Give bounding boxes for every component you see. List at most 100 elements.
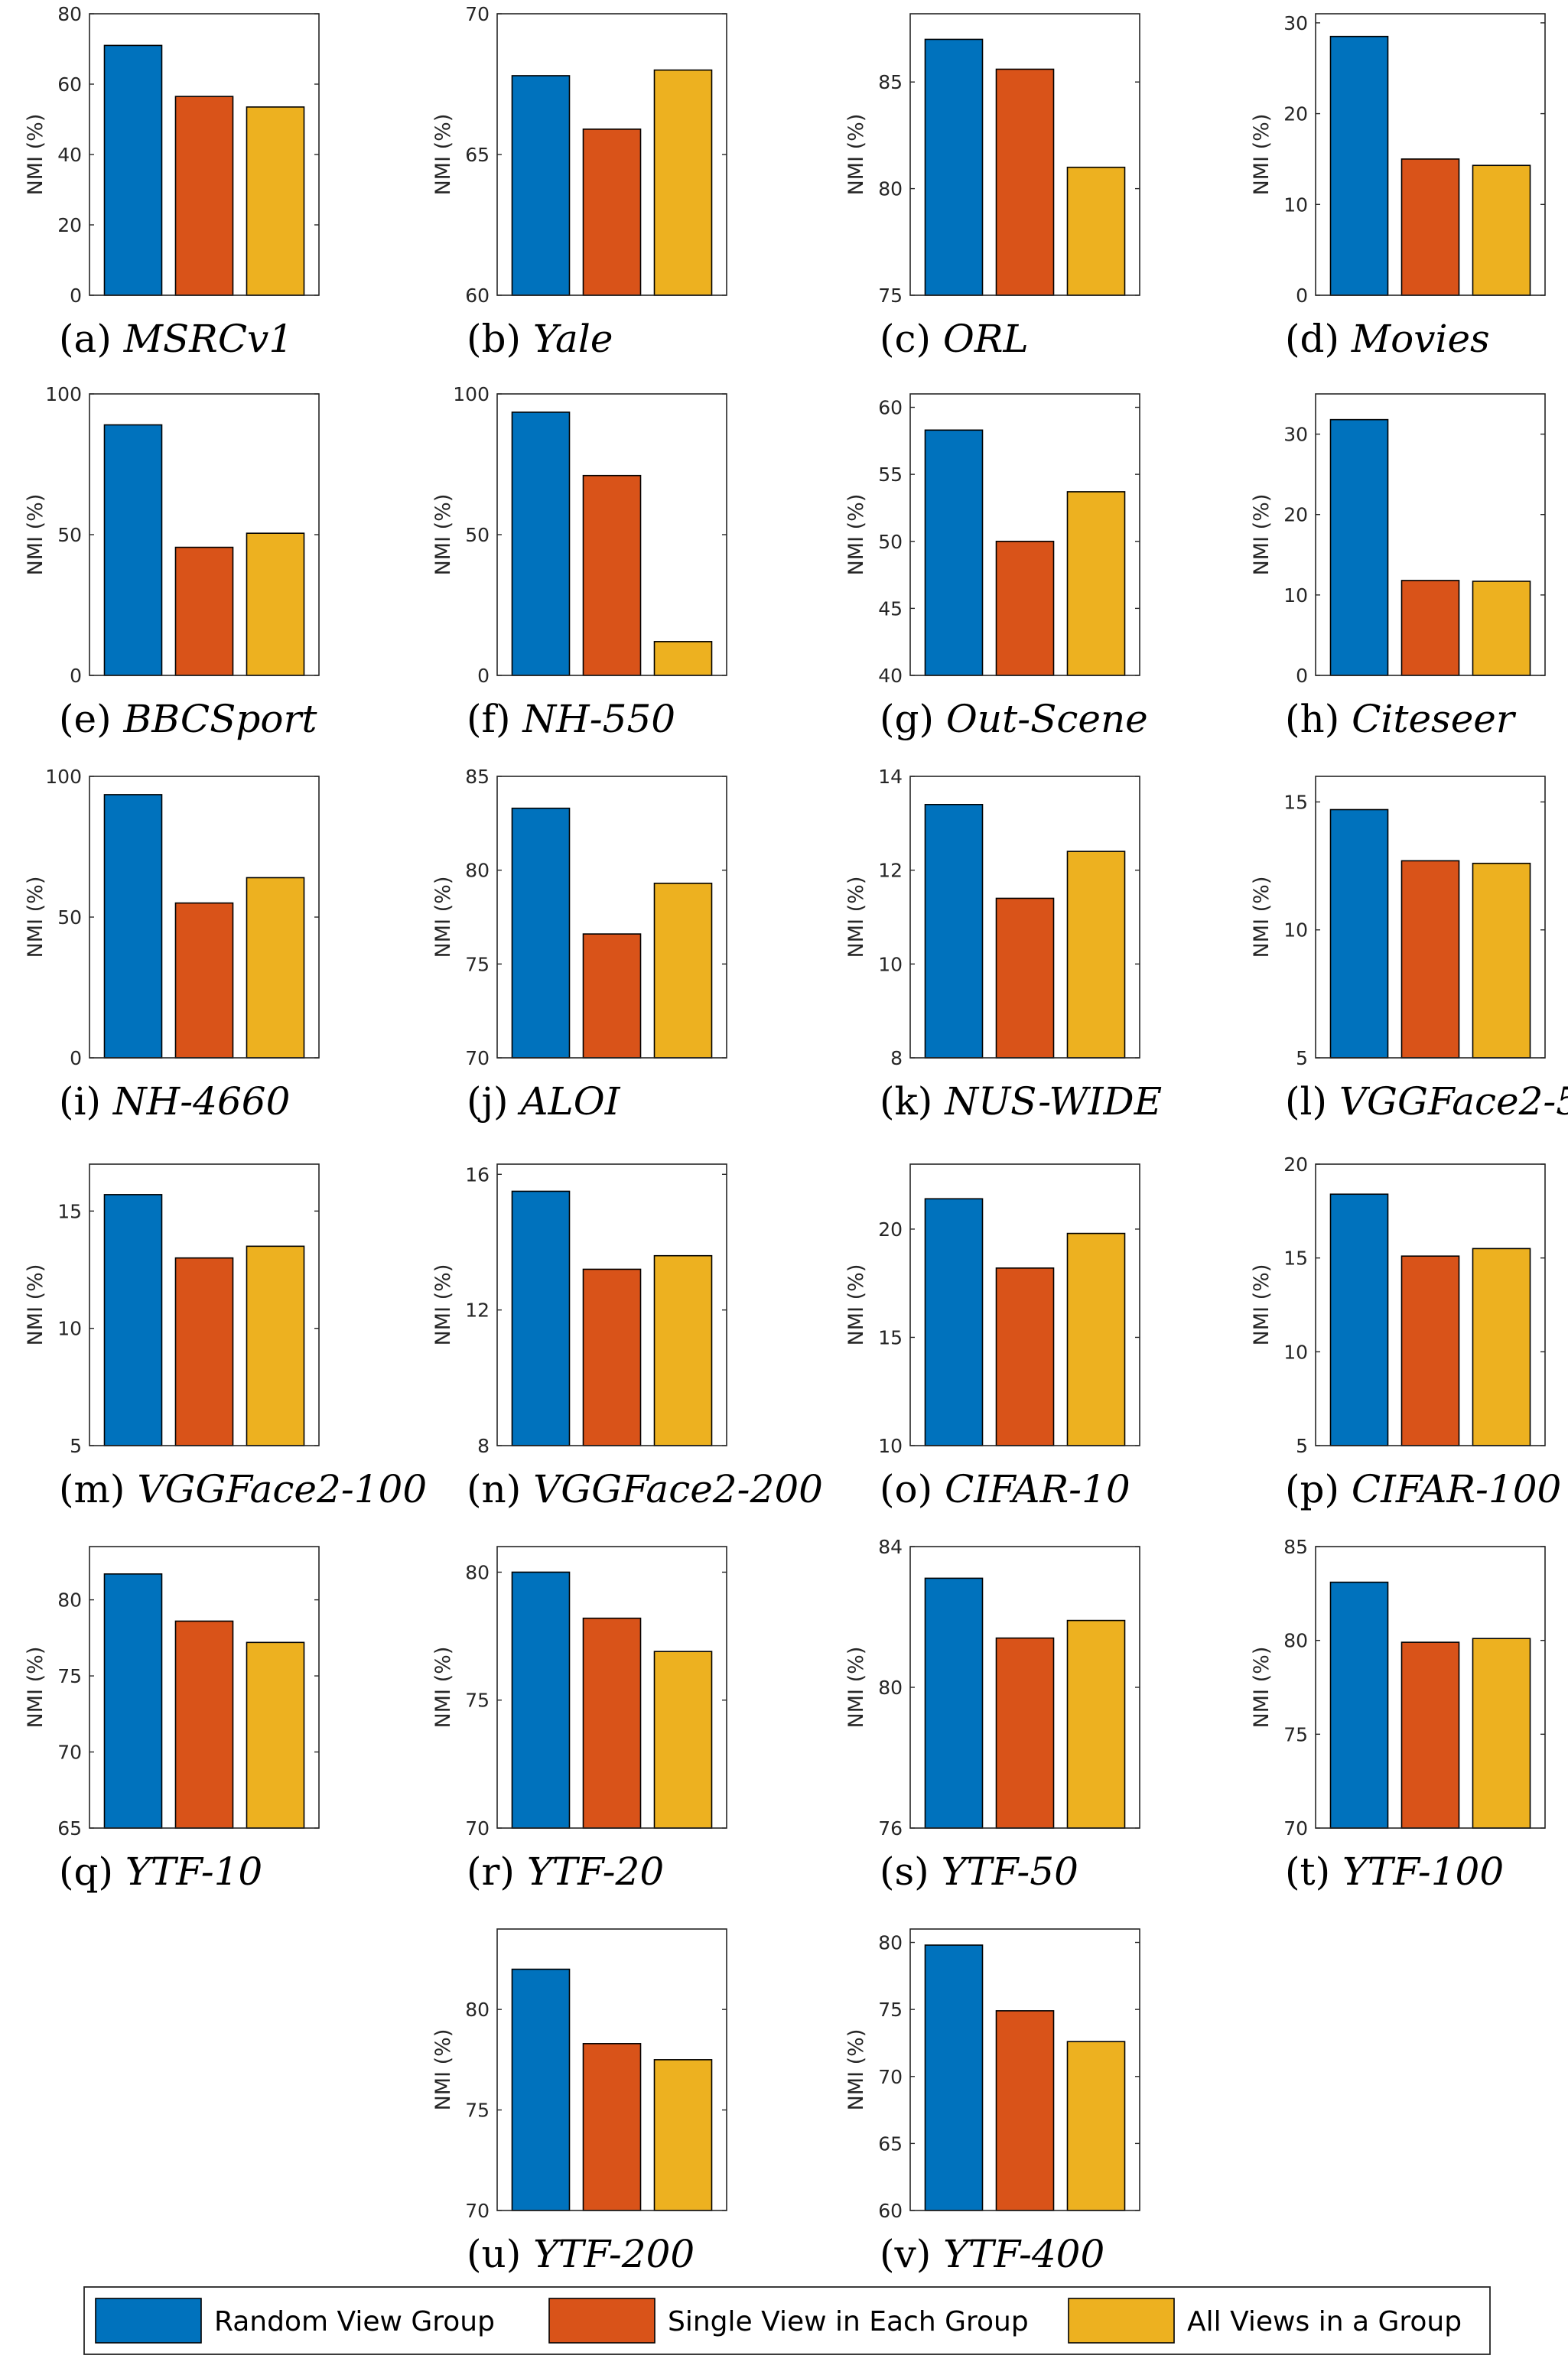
subplot-caption: (p) CIFAR-100 <box>1285 1467 1561 1511</box>
bar-random <box>511 1190 571 1446</box>
bar-single <box>1400 1641 1460 1829</box>
y-tick-label: 15 <box>1283 791 1308 813</box>
y-tick-label: 80 <box>878 178 903 200</box>
axes-box <box>909 1163 1140 1446</box>
bar-random <box>924 429 984 676</box>
bar-single <box>1400 860 1460 1059</box>
axes-box <box>1315 13 1546 296</box>
chart-4: 0 10 20 30 NMI (%) (d) Movies <box>1250 12 1546 361</box>
chart-11: 8 10 12 14 NMI (%) (k) NUS-WIDE <box>844 766 1162 1124</box>
caption-letter: (e) <box>59 697 124 741</box>
caption-dataset: NUS-WIDE <box>944 1079 1162 1124</box>
y-tick-label: 5 <box>70 1435 82 1457</box>
y-tick-label: 40 <box>57 144 82 166</box>
y-tick-label: 40 <box>878 665 903 687</box>
chart-2: 60 65 70 NMI (%) (b) Yale <box>431 3 727 361</box>
caption-letter: (k) <box>880 1079 945 1124</box>
y-axis-label: NMI (%) <box>844 114 868 196</box>
y-tick-label: 20 <box>1283 1153 1308 1176</box>
axes-box <box>1315 776 1546 1059</box>
legend-label-all: All Views in a Group <box>1187 2306 1462 2337</box>
legend-label-single: Single View in Each Group <box>668 2306 1029 2337</box>
bar-random <box>1329 1193 1389 1446</box>
y-tick-label: 80 <box>465 1999 490 2021</box>
caption-dataset: ALOI <box>517 1079 620 1124</box>
y-tick-label: 12 <box>878 860 903 882</box>
legend-swatch-single <box>548 2298 656 2344</box>
bar-all <box>246 1641 305 1829</box>
y-tick-label: 0 <box>70 665 82 687</box>
y-tick-label: 70 <box>57 1742 82 1764</box>
y-tick-label: 15 <box>1283 1248 1308 1270</box>
y-axis-label: NMI (%) <box>1250 114 1274 196</box>
subplot-caption: (s) YTF-50 <box>880 1849 1078 1894</box>
legend: Random View Group Single View in Each Gro… <box>83 2286 1491 2355</box>
y-tick-label: 50 <box>57 906 82 929</box>
y-tick-label: 70 <box>1283 1817 1308 1840</box>
subplot-caption: (l) VGGFace2-50 <box>1285 1079 1568 1124</box>
bar-all <box>1472 1248 1531 1446</box>
y-tick-label: 80 <box>878 1677 903 1699</box>
bar-all <box>1472 164 1531 296</box>
y-tick-label: 50 <box>57 524 82 546</box>
caption-letter: (g) <box>880 697 946 741</box>
y-tick-label: 5 <box>1296 1047 1308 1069</box>
chart-14: 8 12 16 NMI (%) (n) VGGFace2-200 <box>431 1163 823 1511</box>
caption-letter: (q) <box>59 1849 125 1894</box>
bar-random <box>511 807 571 1059</box>
subplot-caption: (u) YTF-200 <box>467 2232 695 2276</box>
y-tick-label: 20 <box>1283 504 1308 526</box>
bar-single <box>174 546 234 676</box>
y-tick-label: 50 <box>465 524 490 546</box>
caption-letter: (d) <box>1285 317 1352 361</box>
caption-letter: (t) <box>1285 1849 1342 1894</box>
y-tick-label: 65 <box>878 2132 903 2155</box>
bar-all <box>653 1254 713 1446</box>
y-tick-label: 80 <box>465 1561 490 1583</box>
caption-letter: (l) <box>1285 1079 1339 1124</box>
y-axis-label: NMI (%) <box>24 1647 47 1729</box>
bar-all <box>246 877 305 1059</box>
bar-random <box>1329 1581 1389 1829</box>
axes-box <box>89 1546 320 1829</box>
bar-random <box>511 75 571 296</box>
y-axis-label: NMI (%) <box>24 877 47 958</box>
legend-box <box>83 2286 1491 2355</box>
axes-box <box>1315 1546 1546 1829</box>
y-tick-label: 80 <box>465 860 490 882</box>
bar-all <box>1066 1232 1126 1446</box>
y-tick-label: 75 <box>878 285 903 307</box>
subplot-caption: (r) YTF-20 <box>467 1849 664 1894</box>
bar-all <box>653 2059 713 2211</box>
y-tick-label: 0 <box>70 285 82 307</box>
y-axis-label: NMI (%) <box>24 1264 47 1346</box>
bar-random <box>103 424 163 676</box>
bar-all <box>1066 851 1126 1059</box>
subplot-caption: (f) NH-550 <box>467 697 675 741</box>
y-tick-label: 10 <box>57 1318 82 1340</box>
y-axis-label: NMI (%) <box>844 1264 868 1346</box>
subplot-caption: (c) ORL <box>880 317 1029 361</box>
y-tick-label: 15 <box>878 1326 903 1348</box>
chart-7: 40 45 50 55 60 NMI (%) (g) Out-Scene <box>844 393 1148 741</box>
caption-dataset: YTF-100 <box>1342 1849 1504 1894</box>
y-tick-label: 55 <box>878 464 903 486</box>
chart-21: 70 75 80 NMI (%) (u) YTF-200 <box>431 1928 727 2276</box>
chart-16: 5 10 15 20 NMI (%) (p) CIFAR-100 <box>1250 1153 1561 1511</box>
y-axis-label: NMI (%) <box>24 114 47 196</box>
bar-single <box>995 68 1055 296</box>
caption-letter: (f) <box>467 697 522 741</box>
y-axis-label: NMI (%) <box>1250 877 1274 958</box>
axes-box <box>909 393 1140 676</box>
legend-swatch-all <box>1068 2298 1175 2344</box>
caption-letter: (p) <box>1285 1467 1352 1511</box>
caption-letter: (m) <box>59 1467 137 1511</box>
bar-all <box>246 532 305 676</box>
y-tick-label: 70 <box>465 1047 490 1069</box>
bar-single <box>582 933 642 1059</box>
bar-single <box>1400 580 1460 676</box>
bar-random <box>924 804 984 1059</box>
axes-box <box>496 776 727 1059</box>
axes-box <box>496 1928 727 2211</box>
chart-10: 70 75 80 85 NMI (%) (j) ALOI <box>431 766 727 1124</box>
